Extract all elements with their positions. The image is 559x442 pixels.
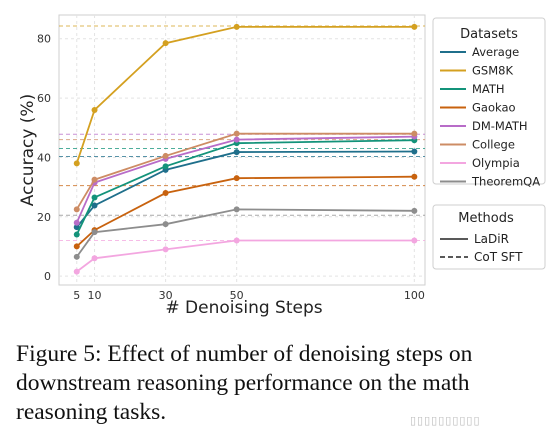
plot-area bbox=[58, 14, 426, 286]
data-point-average bbox=[73, 224, 80, 231]
data-point-math bbox=[73, 231, 80, 238]
x-tick-label: 10 bbox=[88, 289, 102, 302]
methods-legend-ladir: LaDiR bbox=[474, 232, 509, 246]
data-point-gsm8k bbox=[411, 23, 418, 30]
data-point-theoremqa bbox=[162, 221, 169, 228]
legend-label-gaokao: Gaokao bbox=[472, 101, 516, 115]
x-tick-label: 100 bbox=[404, 289, 425, 302]
legend-label-math: MATH bbox=[472, 82, 505, 96]
data-point-olympia bbox=[233, 237, 240, 244]
legend-label-olympia: Olympia bbox=[472, 156, 520, 170]
data-point-average bbox=[91, 202, 98, 209]
data-point-olympia bbox=[162, 246, 169, 253]
data-point-olympia bbox=[411, 237, 418, 244]
methods-legend bbox=[432, 204, 546, 270]
data-point-college bbox=[73, 206, 80, 213]
y-tick-label: 20 bbox=[37, 211, 51, 224]
y-tick-label: 40 bbox=[37, 151, 51, 164]
data-point-college bbox=[162, 152, 169, 159]
legend-label-theoremqa: TheoremQA bbox=[471, 175, 540, 189]
legend-label-college: College bbox=[472, 138, 515, 152]
data-point-olympia bbox=[73, 268, 80, 275]
x-tick-label: 30 bbox=[159, 289, 173, 302]
tick-labels: 5 10 30 50 100 0 20 40 60 80 bbox=[37, 33, 425, 302]
y-tick-label: 0 bbox=[44, 270, 51, 283]
chart: 5 10 30 50 100 0 20 40 60 80 # Denoising Steps Ac… bbox=[18, 14, 546, 318]
data-point-gsm8k bbox=[73, 160, 80, 167]
data-point-gsm8k bbox=[233, 23, 240, 30]
x-axis-label: # Denoising Steps bbox=[165, 298, 322, 318]
data-point-average bbox=[233, 149, 240, 156]
data-point-college bbox=[233, 130, 240, 137]
data-point-average bbox=[411, 148, 418, 155]
data-point-college bbox=[91, 176, 98, 183]
y-axis-label: Accuracy (%) bbox=[18, 94, 38, 206]
data-point-gsm8k bbox=[91, 106, 98, 113]
datasets-legend bbox=[432, 17, 546, 185]
y-tick-label: 80 bbox=[37, 33, 51, 46]
legend-label-average: Average bbox=[472, 45, 519, 59]
data-point-math bbox=[162, 163, 169, 170]
series-lines bbox=[73, 23, 418, 275]
data-point-gsm8k bbox=[162, 40, 169, 47]
legend-label-dm-math: DM-MATH bbox=[472, 119, 528, 133]
data-point-gaokao bbox=[233, 175, 240, 182]
data-point-gaokao bbox=[411, 173, 418, 180]
data-point-theoremqa bbox=[91, 229, 98, 236]
data-point-gaokao bbox=[162, 190, 169, 197]
data-point-theoremqa bbox=[411, 207, 418, 214]
data-point-dm-math bbox=[73, 219, 80, 226]
datasets-legend-entries: Average GSM8K MATH Gaokao DM-MATH College Olym… bbox=[440, 45, 540, 189]
datasets-legend-title: Datasets bbox=[460, 27, 518, 42]
data-point-theoremqa bbox=[73, 253, 80, 260]
x-tick-label: 5 bbox=[73, 289, 80, 302]
methods-legend-title: Methods bbox=[458, 211, 514, 226]
data-point-gaokao bbox=[73, 243, 80, 250]
data-point-olympia bbox=[91, 255, 98, 262]
x-tick-label: 50 bbox=[230, 289, 244, 302]
legend-label-gsm8k: GSM8K bbox=[472, 64, 513, 78]
y-tick-label: 60 bbox=[37, 92, 51, 105]
watermark: ▯▯▯▯▯▯▯▯▯▯ bbox=[410, 414, 481, 427]
data-point-dm-math bbox=[233, 136, 240, 143]
data-point-theoremqa bbox=[233, 206, 240, 213]
data-point-college bbox=[411, 130, 418, 137]
data-point-math bbox=[91, 194, 98, 201]
figure-caption: Figure 5: Effect of number of denoising … bbox=[16, 341, 473, 425]
methods-legend-cot-sft: CoT SFT bbox=[474, 250, 523, 264]
